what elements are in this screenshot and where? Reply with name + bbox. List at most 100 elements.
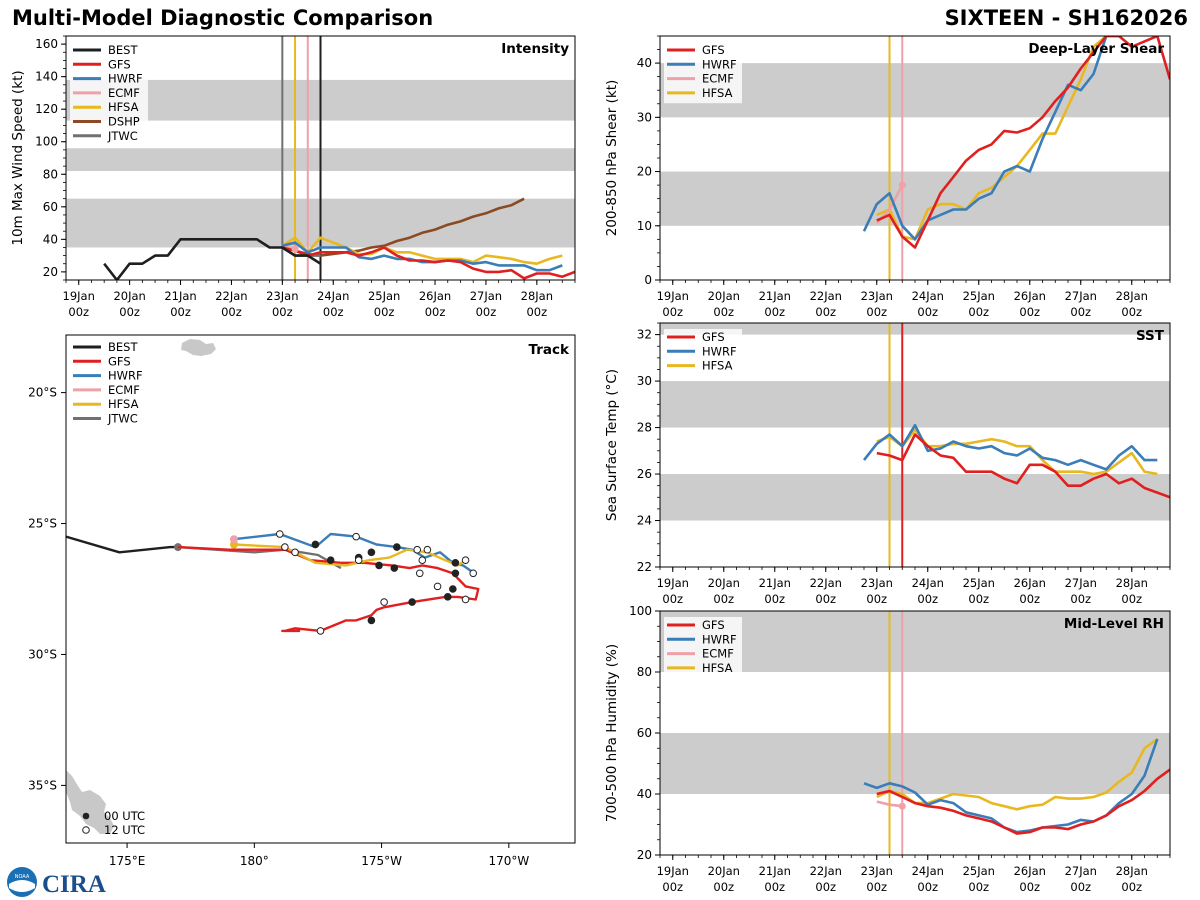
series-line-gfs — [876, 36, 1170, 249]
marker-12utc — [461, 595, 470, 604]
legend-label-ecmf: ECMF — [108, 86, 140, 100]
panel-title: SST — [1136, 328, 1165, 344]
x-tick-label: 26Jan — [419, 289, 451, 303]
x-tick-label: 24Jan — [317, 289, 349, 303]
x-tick-label: 27Jan — [1065, 289, 1097, 303]
x-tick-label: 19Jan — [657, 576, 689, 590]
x-tick-label: 20Jan — [708, 289, 740, 303]
panel-title: Intensity — [501, 41, 569, 57]
marker-legend-label-12utc: 12 UTC — [104, 823, 145, 837]
x-tick-label: 24Jan — [912, 289, 944, 303]
x-tick-sublabel: 00z — [866, 305, 887, 319]
x-tick-label: 20Jan — [113, 289, 145, 303]
marker-12utc — [418, 556, 427, 564]
y-tick-label: 40 — [637, 56, 652, 70]
marker-12utc — [461, 556, 470, 564]
series-group — [103, 197, 575, 280]
marker-00utc — [311, 540, 320, 549]
series-line-best — [103, 238, 322, 280]
x-tick-sublabel: 00z — [917, 880, 938, 894]
legend-label-hwrf: HWRF — [702, 57, 737, 71]
x-tick-sublabel: 00z — [476, 305, 497, 319]
chart-title-left: Multi-Model Diagnostic Comparison — [12, 6, 434, 30]
y-tick-label: 20°S — [28, 386, 57, 400]
panel-title: Track — [529, 342, 570, 358]
legend-background — [70, 339, 148, 429]
y-tick-label: 35°S — [28, 778, 57, 792]
y-tick-label: 28 — [637, 421, 652, 435]
shade-band-0 — [660, 171, 1170, 226]
x-tick-sublabel: 00z — [866, 880, 887, 894]
y-tick-label: 80 — [637, 665, 652, 679]
shade-band-1 — [660, 381, 1170, 428]
x-tick-label: 28Jan — [521, 289, 553, 303]
y-tick-label: 100 — [629, 604, 652, 618]
marker-legend-12utc — [82, 826, 90, 834]
series-line-hwrf — [862, 423, 1158, 471]
x-tick-label: 24Jan — [912, 576, 944, 590]
legend-label-gfs: GFS — [702, 43, 725, 57]
x-tick-sublabel: 00z — [815, 592, 836, 606]
y-tick-label: 30 — [637, 374, 652, 388]
y-tick-label: 26 — [637, 467, 652, 481]
x-tick-label: 170°W — [488, 854, 529, 868]
x-tick-sublabel: 00z — [713, 305, 734, 319]
panel-track: 175°E 180° 175°W 170°W 20°S 25°S 30°S 35°S Track… — [28, 334, 576, 868]
x-tick-label: 27Jan — [1065, 576, 1097, 590]
x-tick-label: 23Jan — [266, 289, 298, 303]
series-line-gfs — [876, 768, 1170, 835]
legend-label-hfsa: HFSA — [702, 661, 733, 675]
y-axis-label: 10m Max Wind Speed (kt) — [10, 70, 26, 245]
y-tick-label: 20 — [637, 165, 652, 179]
track-line-hfsa — [233, 543, 467, 567]
series-line-gfs — [876, 433, 1170, 499]
y-tick-label: 10 — [637, 219, 652, 233]
x-tick-label: 19Jan — [657, 289, 689, 303]
x-tick-label: 21Jan — [759, 864, 791, 878]
x-tick-label: 22Jan — [215, 289, 247, 303]
panel-rh: 20 40 60 80 100 19Jan 00z 20Jan 00z 21Jan 00z 22Jan… — [604, 604, 1171, 894]
y-tick-label: 40 — [637, 787, 652, 801]
track-start-jtwc — [173, 543, 182, 552]
panel-title: Mid-Level RH — [1064, 616, 1164, 632]
x-tick-label: 20Jan — [708, 576, 740, 590]
marker-00utc — [449, 585, 457, 593]
x-tick-sublabel: 00z — [1121, 592, 1142, 606]
x-tick-label: 21Jan — [759, 576, 791, 590]
x-tick-sublabel: 00z — [1070, 305, 1091, 319]
x-tick-sublabel: 00z — [1121, 880, 1142, 894]
x-tick-sublabel: 00z — [764, 305, 785, 319]
x-tick-label: 27Jan — [470, 289, 502, 303]
y-tick-label: 20 — [637, 848, 652, 862]
cira-logo-text: CIRA — [42, 871, 106, 898]
legend-label-ecmf: ECMF — [702, 647, 734, 661]
x-tick-label: 22Jan — [810, 864, 842, 878]
y-tick-label: 100 — [35, 135, 58, 149]
series-group — [862, 423, 1170, 499]
legend-label-hfsa: HFSA — [702, 359, 733, 373]
legend-label-gfs: GFS — [108, 57, 131, 71]
legend-label-ecmf: ECMF — [108, 383, 140, 397]
x-tick-sublabel: 00z — [866, 592, 887, 606]
x-tick-sublabel: 00z — [1019, 305, 1040, 319]
y-tick-label: 20 — [43, 265, 58, 279]
x-tick-label: 24Jan — [912, 864, 944, 878]
legend-label-hfsa: HFSA — [702, 86, 733, 100]
x-tick-label: 22Jan — [810, 576, 842, 590]
legend-label-hwrf: HWRF — [108, 72, 143, 86]
x-tick-label: 23Jan — [861, 289, 893, 303]
x-tick-sublabel: 00z — [119, 305, 140, 319]
x-tick-sublabel: 00z — [917, 305, 938, 319]
panel-intensity: 20 40 60 80 100 120 140 160 19Jan 00z 20Jan 00z 21Ja… — [10, 35, 576, 319]
x-tick-sublabel: 00z — [968, 592, 989, 606]
x-tick-label: 180° — [240, 854, 269, 868]
marker-12utc — [415, 569, 424, 578]
x-tick-sublabel: 00z — [968, 880, 989, 894]
x-tick-label: 25Jan — [368, 289, 400, 303]
marker-12utc — [413, 545, 422, 554]
x-tick-sublabel: 00z — [170, 305, 191, 319]
x-tick-label: 26Jan — [1014, 864, 1046, 878]
legend-label-gfs: GFS — [108, 354, 131, 368]
